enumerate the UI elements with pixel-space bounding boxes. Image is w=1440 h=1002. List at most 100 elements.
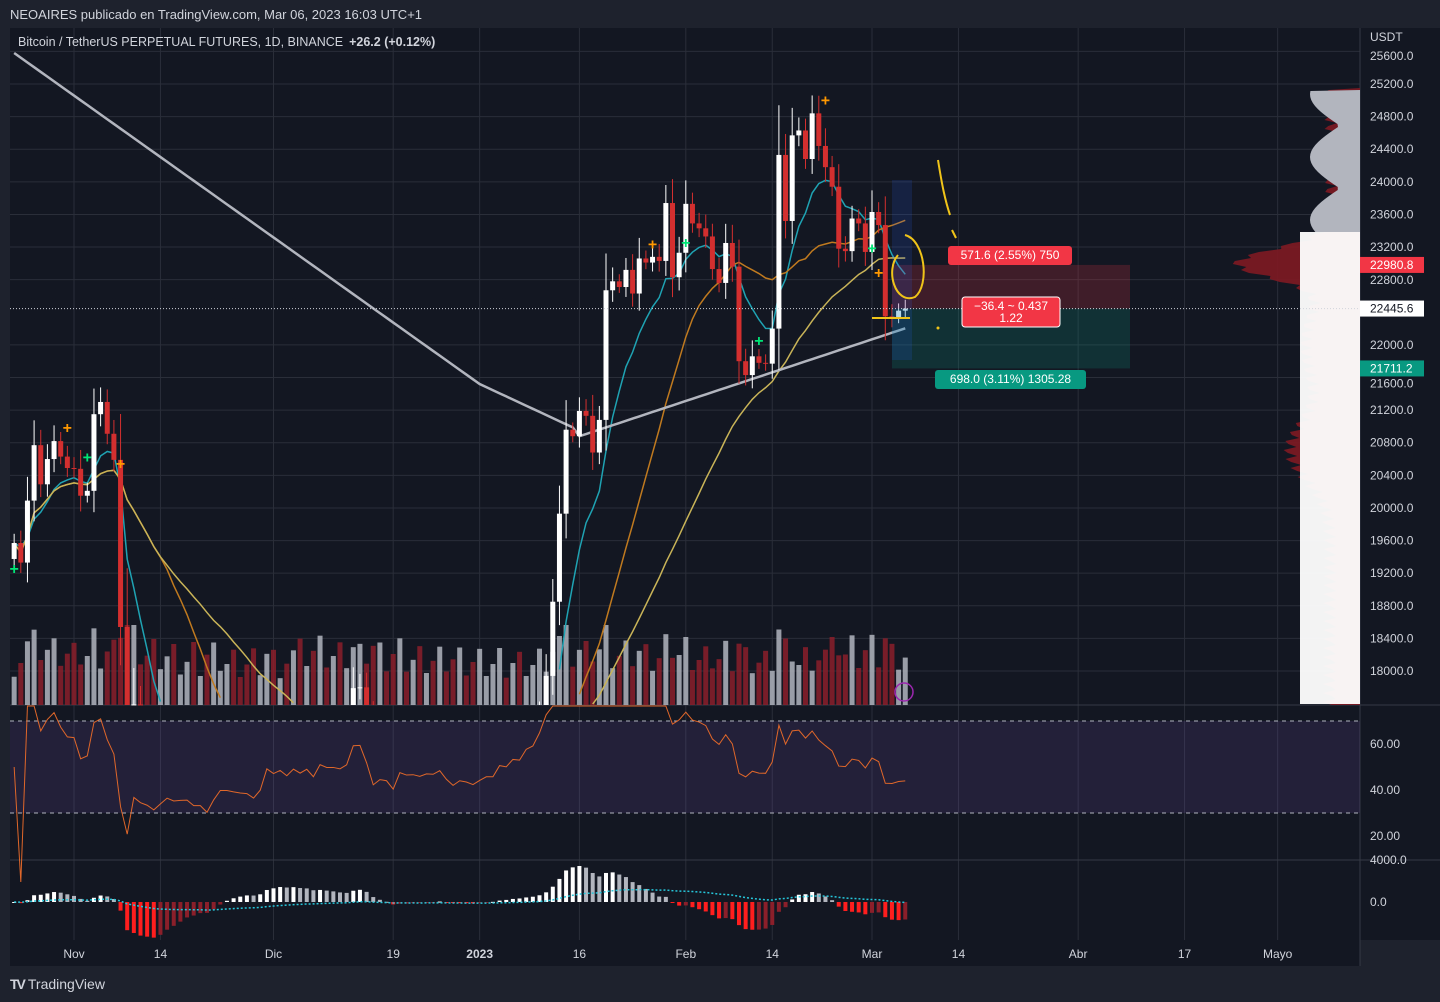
stop-label[interactable]: 698.0 (3.11%) 1305.28 (935, 370, 1086, 389)
price-tick: 25200.0 (1370, 77, 1414, 91)
volume-bar (596, 649, 602, 705)
macd-histogram-bar (278, 887, 283, 902)
volume-bar (556, 636, 562, 705)
volume-bar (271, 649, 276, 705)
candle-body (18, 543, 24, 563)
candle-body (729, 242, 735, 267)
macd-histogram-bar (836, 902, 841, 907)
stop-label-bg (935, 370, 1086, 389)
macd-histogram-bar (131, 902, 136, 933)
price-tick: 23600.0 (1370, 207, 1414, 221)
volume-bar (310, 650, 316, 705)
macd-histogram-bar (351, 890, 356, 902)
candle-body (71, 468, 77, 470)
volume-bar (842, 654, 848, 705)
volume-bar (384, 671, 390, 705)
candle-body (896, 310, 902, 318)
macd-histogram-bar (377, 899, 382, 902)
symbol-title: Bitcoin / TetherUS PERPETUAL FUTURES, 1D… (18, 35, 344, 49)
time-axis-background (10, 940, 1360, 966)
macd-histogram-bar (883, 902, 888, 918)
macd-histogram-bar (903, 902, 908, 920)
volume-bar (523, 676, 529, 705)
price-tick: 24000.0 (1370, 175, 1414, 189)
candle-body (364, 687, 370, 705)
tradingview-brand[interactable]: TV TradingView (10, 976, 105, 992)
candle-body (44, 459, 50, 485)
macd-histogram-bar (650, 892, 655, 902)
price-chart[interactable]: + + + + + + + + + +571.6 (2.55%) 750 −36.4 ~ 0.437… (0, 0, 1440, 970)
signal-marker: + (63, 420, 72, 437)
macd-tick: 0.0 (1370, 895, 1387, 909)
macd-histogram-bar (889, 902, 894, 920)
macd-histogram-bar (683, 902, 688, 906)
candle-body (670, 203, 675, 278)
volume-bar (404, 671, 409, 705)
volume-bar (157, 669, 163, 705)
macd-histogram-bar (52, 892, 57, 902)
volume-bar (290, 650, 296, 705)
price-tick: 25600.0 (1370, 49, 1414, 63)
volume-bar (118, 637, 124, 705)
volume-bar (882, 638, 888, 705)
macd-histogram-bar (18, 902, 23, 904)
price-tick: 18400.0 (1370, 631, 1414, 645)
macd-histogram-bar (737, 902, 741, 926)
volume-bar (470, 662, 476, 705)
macd-histogram-bar (677, 902, 682, 906)
macd-histogram-bar (504, 899, 509, 902)
volume-bar (11, 676, 17, 705)
volume-bar (703, 646, 709, 705)
macd-histogram-bar (98, 895, 103, 902)
macd-histogram-bar (856, 902, 861, 913)
macd-histogram-bar (338, 892, 342, 902)
macd-histogram-bar (564, 870, 569, 902)
candle-body (576, 410, 582, 437)
volume-bar (18, 663, 24, 705)
time-tick: Mar (862, 947, 883, 961)
signal-marker: + (681, 235, 690, 252)
macd-histogram-bar (364, 891, 369, 902)
volume-bar (803, 647, 808, 705)
volume-bar (709, 668, 715, 705)
volume-bar (716, 659, 722, 705)
macd-histogram-bar (510, 898, 515, 902)
macd-histogram-bar (617, 874, 622, 902)
volume-bar (670, 657, 675, 705)
rsi-band (10, 721, 1360, 813)
target-label[interactable]: 571.6 (2.55%) 750 (948, 246, 1072, 265)
symbol-legend[interactable]: Bitcoin / TetherUS PERPETUAL FUTURES, 1D… (18, 35, 435, 49)
volume-bar (776, 629, 782, 705)
macd-histogram-bar (524, 897, 529, 902)
macd-histogram-bar (763, 902, 768, 929)
macd-histogram-bar (291, 887, 296, 902)
volume-bar (104, 651, 110, 705)
candle-body (51, 441, 57, 460)
macd-histogram-bar (91, 897, 96, 902)
volume-bar (370, 645, 376, 705)
volume-bar (91, 628, 97, 705)
macd-histogram-bar (311, 890, 316, 902)
macd-histogram-bar (198, 902, 203, 914)
volume-bar (537, 648, 542, 705)
macd-histogram-bar (318, 889, 323, 902)
volume-bar (743, 647, 749, 705)
risk-reward-label-bg (961, 296, 1061, 328)
candle-body (11, 543, 17, 559)
time-tick: 19 (387, 947, 401, 961)
volume-bar (237, 677, 243, 705)
alert-icon[interactable] (894, 682, 914, 702)
signal-marker: + (9, 561, 18, 578)
candle-body (38, 445, 44, 485)
volume-bar (729, 671, 735, 705)
volume-bar (51, 638, 57, 705)
dot-drawing (936, 326, 940, 330)
freehand-drawing (937, 159, 951, 216)
macd-histogram-bar (863, 902, 868, 915)
target-label-text: 571.6 (2.55%) 750 (961, 248, 1060, 262)
macd-histogram-bar (637, 885, 642, 902)
volume-bar (344, 668, 350, 705)
macd-histogram-bar (743, 902, 748, 930)
candle-body (816, 113, 822, 146)
